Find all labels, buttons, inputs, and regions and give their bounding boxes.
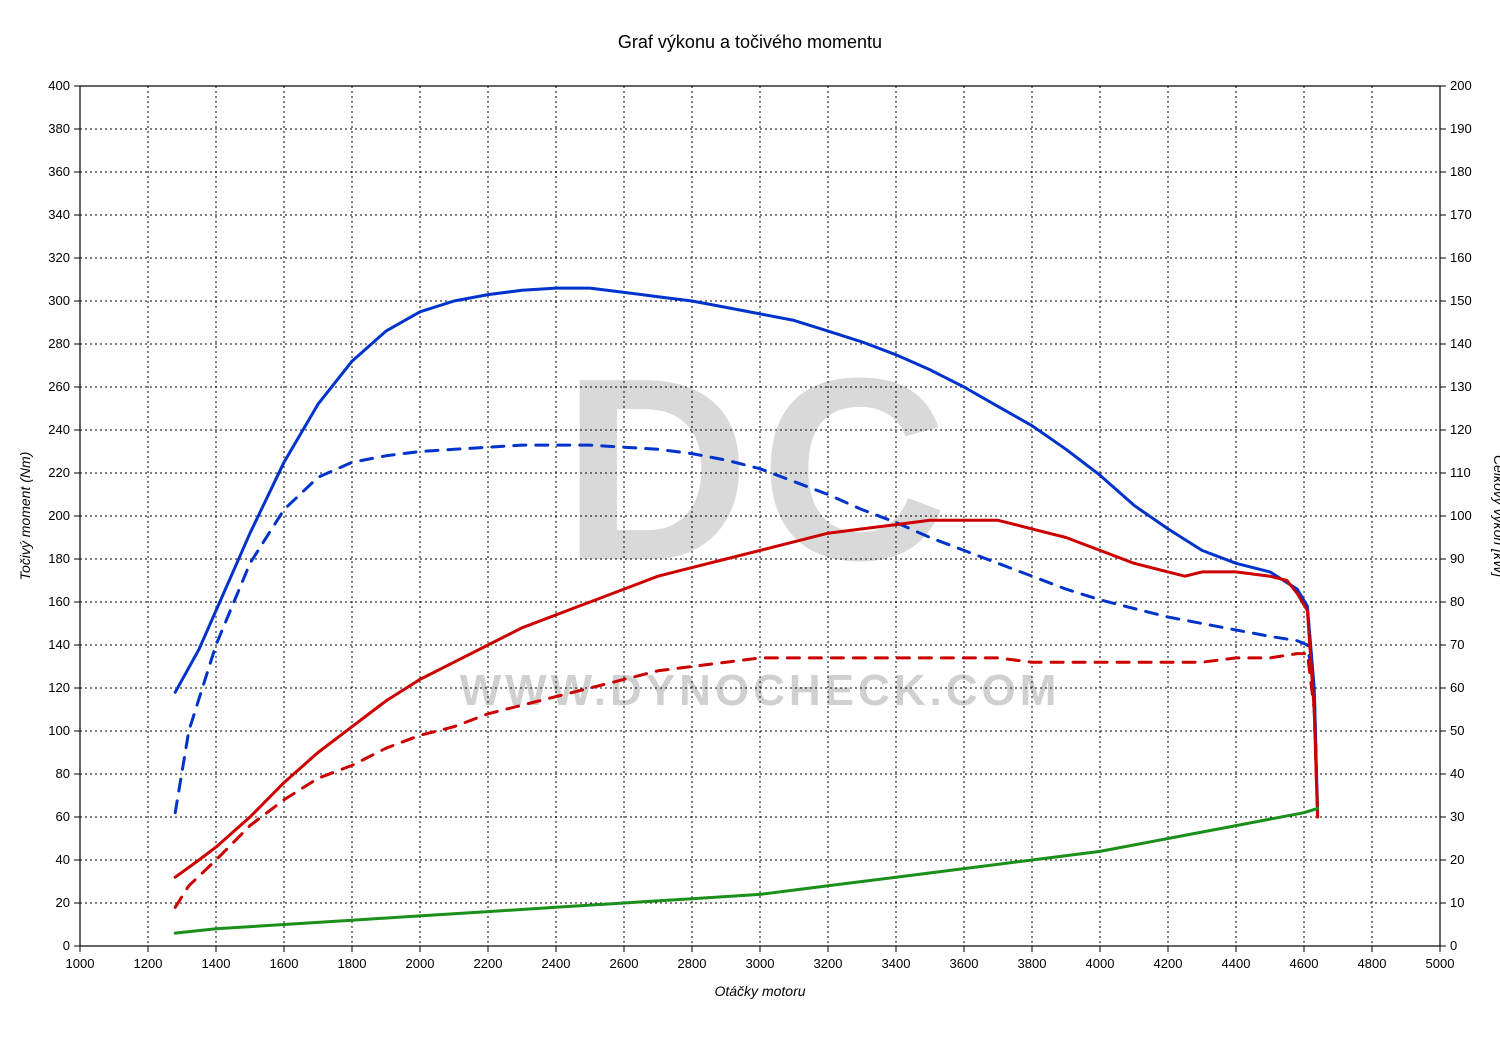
tick-label-x: 2800: [678, 956, 707, 971]
tick-label-x: 1400: [202, 956, 231, 971]
tick-label-yR: 80: [1450, 594, 1464, 609]
dyno-chart: DCWWW.DYNOCHECK.COM100012001400160018002…: [0, 0, 1500, 1041]
tick-label-x: 1800: [338, 956, 367, 971]
tick-label-yR: 140: [1450, 336, 1472, 351]
tick-label-x: 4200: [1154, 956, 1183, 971]
tick-label-yL: 400: [48, 78, 70, 93]
tick-label-x: 2600: [610, 956, 639, 971]
tick-label-yL: 300: [48, 293, 70, 308]
tick-label-yR: 170: [1450, 207, 1472, 222]
tick-label-yR: 190: [1450, 121, 1472, 136]
tick-label-yR: 30: [1450, 809, 1464, 824]
tick-label-x: 3000: [746, 956, 775, 971]
tick-label-yR: 40: [1450, 766, 1464, 781]
tick-label-yL: 320: [48, 250, 70, 265]
y-axis-label-left: Točivý moment (Nm): [17, 452, 33, 581]
tick-label-yL: 0: [63, 938, 70, 953]
tick-label-x: 4400: [1222, 956, 1251, 971]
tick-label-yR: 120: [1450, 422, 1472, 437]
tick-label-yR: 0: [1450, 938, 1457, 953]
tick-label-yL: 240: [48, 422, 70, 437]
tick-label-yL: 80: [56, 766, 70, 781]
tick-label-yL: 20: [56, 895, 70, 910]
tick-label-yL: 360: [48, 164, 70, 179]
tick-label-yR: 50: [1450, 723, 1464, 738]
tick-label-yL: 280: [48, 336, 70, 351]
tick-label-x: 3800: [1018, 956, 1047, 971]
tick-label-yR: 20: [1450, 852, 1464, 867]
tick-label-yL: 340: [48, 207, 70, 222]
tick-label-x: 1000: [66, 956, 95, 971]
tick-label-x: 3400: [882, 956, 911, 971]
tick-label-yL: 200: [48, 508, 70, 523]
x-axis-label: Otáčky motoru: [714, 983, 805, 999]
tick-label-x: 2400: [542, 956, 571, 971]
tick-label-yR: 100: [1450, 508, 1472, 523]
tick-label-x: 1200: [134, 956, 163, 971]
tick-label-yR: 60: [1450, 680, 1464, 695]
tick-label-yL: 380: [48, 121, 70, 136]
tick-label-x: 3600: [950, 956, 979, 971]
tick-label-yL: 120: [48, 680, 70, 695]
tick-label-yR: 200: [1450, 78, 1472, 93]
tick-label-yL: 60: [56, 809, 70, 824]
tick-label-yL: 140: [48, 637, 70, 652]
tick-label-yL: 260: [48, 379, 70, 394]
tick-label-yR: 90: [1450, 551, 1464, 566]
tick-label-x: 1600: [270, 956, 299, 971]
tick-label-yL: 180: [48, 551, 70, 566]
tick-label-yR: 70: [1450, 637, 1464, 652]
tick-label-yR: 110: [1450, 465, 1471, 480]
tick-label-yL: 100: [48, 723, 70, 738]
tick-label-yL: 160: [48, 594, 70, 609]
tick-label-x: 2200: [474, 956, 503, 971]
tick-label-x: 4800: [1358, 956, 1387, 971]
tick-label-yR: 160: [1450, 250, 1472, 265]
y-axis-label-right: Celkový výkon [kW]: [1491, 455, 1500, 578]
tick-label-x: 5000: [1426, 956, 1455, 971]
tick-label-yR: 10: [1450, 895, 1464, 910]
tick-label-yL: 220: [48, 465, 70, 480]
tick-label-x: 4000: [1086, 956, 1115, 971]
tick-label-yR: 130: [1450, 379, 1472, 394]
tick-label-x: 4600: [1290, 956, 1319, 971]
tick-label-yR: 150: [1450, 293, 1472, 308]
tick-label-x: 3200: [814, 956, 843, 971]
tick-label-yR: 180: [1450, 164, 1472, 179]
tick-label-x: 2000: [406, 956, 435, 971]
chart-title: Graf výkonu a točivého momentu: [618, 32, 882, 52]
tick-label-yL: 40: [56, 852, 70, 867]
